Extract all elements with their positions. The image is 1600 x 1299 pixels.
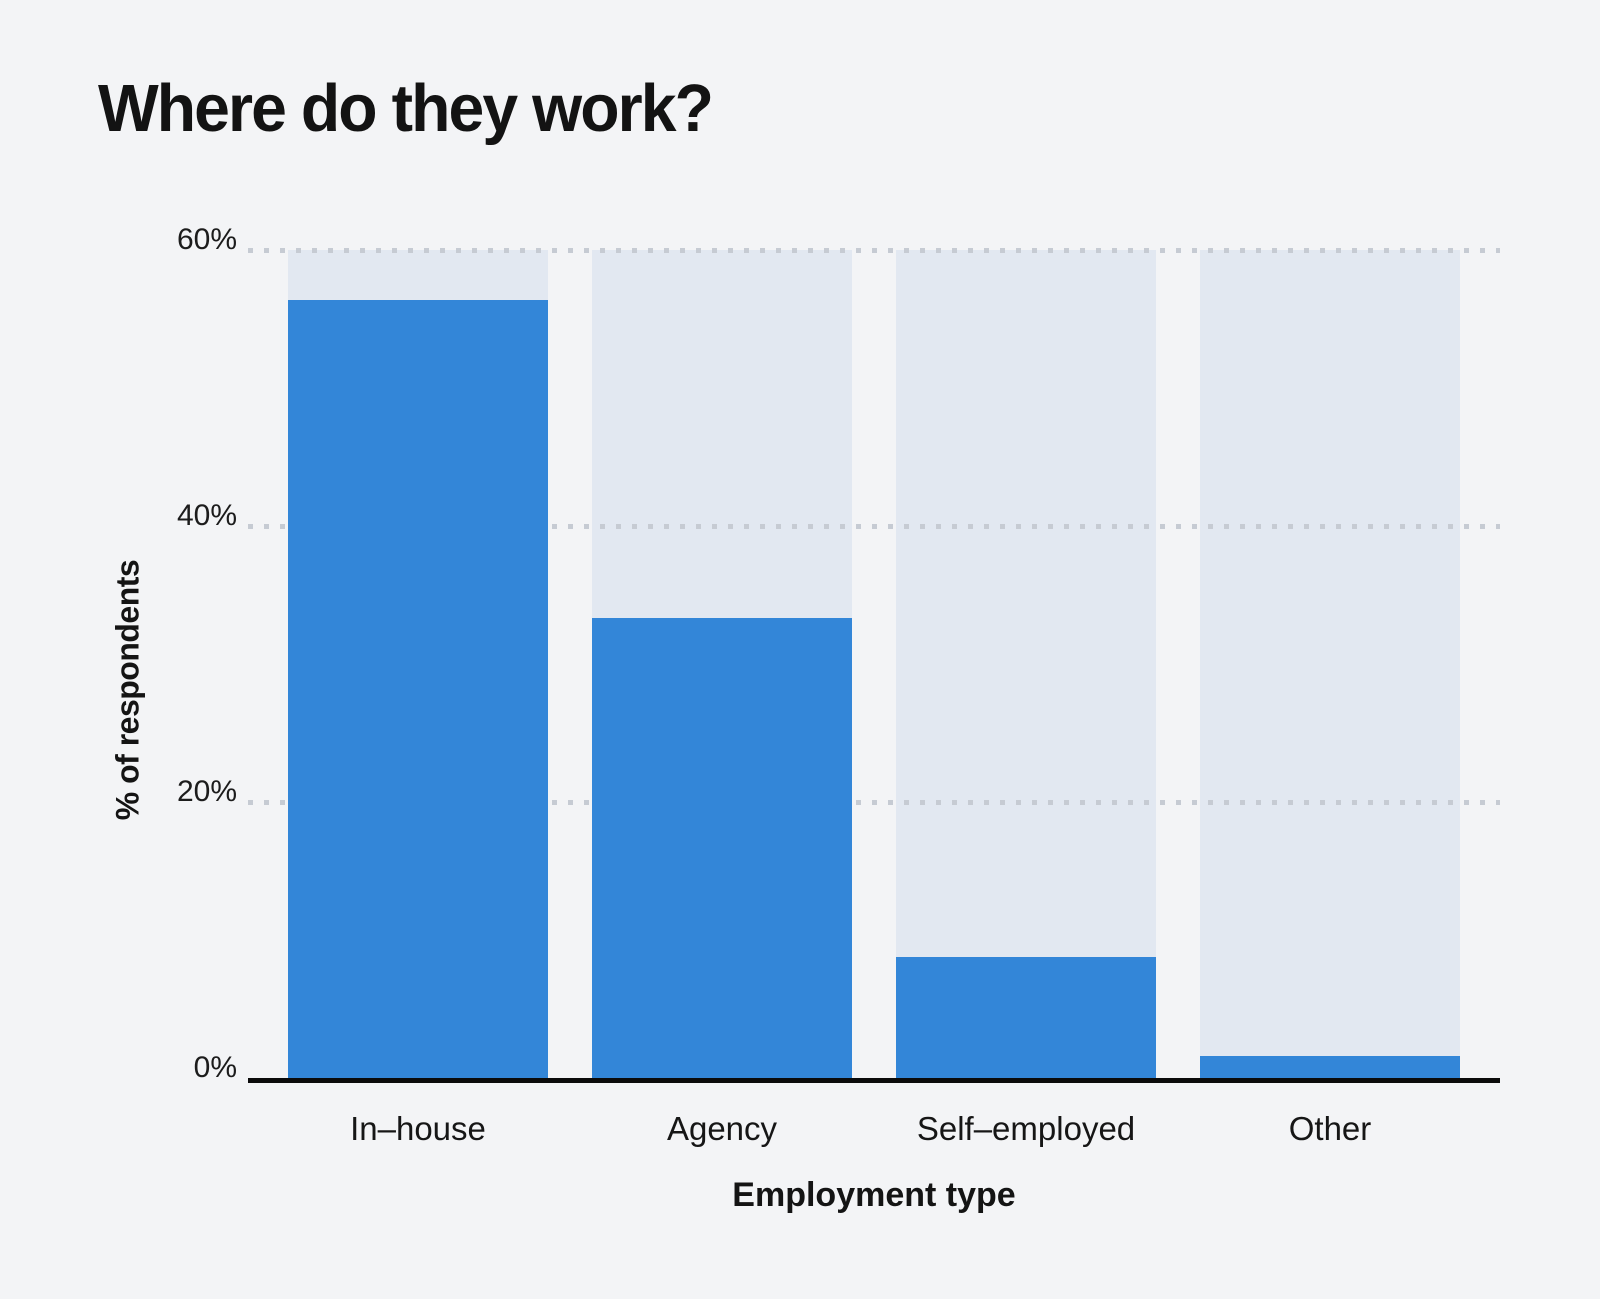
x-category-label: Self–employed bbox=[916, 1110, 1136, 1147]
gridline-60 bbox=[248, 248, 1500, 253]
y-tick-40: 40% bbox=[176, 499, 237, 532]
x-axis-title: Employment type bbox=[732, 1176, 1016, 1214]
bar-track: In–house bbox=[288, 250, 548, 1147]
y-tick-20: 20% bbox=[176, 775, 237, 808]
y-tick-60: 60% bbox=[176, 223, 237, 256]
bar-track: Agency bbox=[592, 250, 852, 1147]
y-tick-0: 0% bbox=[193, 1051, 237, 1084]
x-category-label: Other bbox=[1288, 1110, 1372, 1147]
bar bbox=[592, 618, 852, 1078]
gridline-40 bbox=[248, 524, 1500, 529]
chart-title: Where do they work? bbox=[98, 71, 714, 146]
plot-area: In–house Agency Self–employed Other bbox=[248, 248, 1500, 1147]
x-category-label: Agency bbox=[666, 1110, 778, 1147]
bar-track: Self–employed bbox=[896, 250, 1156, 1147]
x-category-label: In–house bbox=[350, 1110, 486, 1147]
bar-columns: In–house Agency Self–employed Other bbox=[248, 250, 1500, 1147]
bar bbox=[288, 299, 548, 1078]
bar bbox=[896, 956, 1156, 1078]
x-axis-line bbox=[248, 1078, 1500, 1083]
bar bbox=[1200, 1055, 1460, 1078]
y-axis-title: % of respondents bbox=[109, 559, 146, 821]
bar-track: Other bbox=[1200, 250, 1460, 1147]
gridline-20 bbox=[248, 800, 1500, 805]
